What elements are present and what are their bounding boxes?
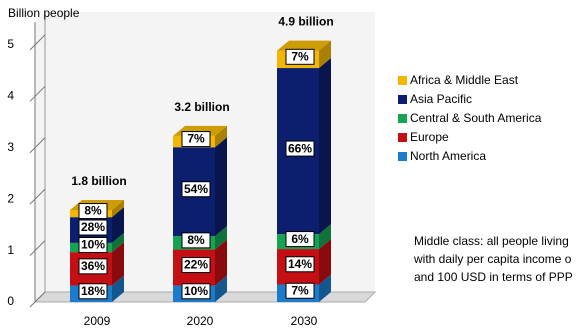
bar-top [277, 40, 331, 51]
bar-side [215, 125, 227, 148]
value-label-box [181, 232, 211, 249]
bar-side [112, 275, 124, 302]
value-label-box [285, 256, 315, 273]
value-label: 7% [187, 132, 205, 146]
value-label: 8% [187, 233, 205, 247]
bar-side [319, 58, 331, 235]
bar-side [215, 239, 227, 286]
value-label-box [78, 203, 108, 220]
value-label-box [285, 140, 315, 157]
legend-label: Central & South America [410, 111, 542, 125]
bar-side [319, 239, 331, 285]
value-label: 6% [291, 232, 309, 246]
x-tick-label: 2020 [187, 314, 214, 328]
bar-side [112, 199, 124, 218]
value-label: 18% [81, 284, 105, 298]
total-label: 1.8 billion [71, 174, 126, 188]
value-label: 36% [81, 259, 105, 273]
y-tick-label: 0 [7, 294, 14, 308]
value-label: 10% [184, 284, 208, 298]
value-label: 22% [184, 258, 208, 272]
tick-mark [29, 240, 46, 256]
legend-swatch [398, 114, 407, 123]
note-line: Middle class: all people living [414, 234, 569, 248]
value-label: 7% [291, 49, 309, 63]
value-label-box [78, 219, 108, 236]
value-label: 8% [84, 204, 102, 218]
y-tick-label: 4 [7, 88, 14, 102]
value-label-box [78, 236, 108, 253]
y-tick-label: 2 [7, 191, 14, 205]
bar-side [215, 137, 227, 237]
y-axis-label: Billion people [8, 6, 80, 20]
y-tick-label: 5 [7, 37, 14, 51]
legend-label: Asia Pacific [410, 92, 472, 106]
bar-side [319, 224, 331, 250]
value-label-box [285, 282, 315, 299]
note-line: and 100 USD in terms of PPP [414, 270, 573, 284]
value-label: 14% [288, 257, 312, 271]
x-tick-label: 2009 [84, 314, 111, 328]
bar-side [319, 40, 331, 69]
bar-side [319, 274, 331, 302]
legend-swatch [398, 133, 407, 142]
bar-side [215, 226, 227, 250]
bar-side [112, 242, 124, 286]
legend-swatch [398, 152, 407, 161]
bar-side [112, 207, 124, 243]
tick-mark [29, 137, 46, 154]
value-label-box [285, 231, 315, 248]
value-label: 10% [81, 238, 105, 252]
value-label-box [181, 283, 211, 300]
legend-swatch [398, 76, 407, 85]
bar-side [215, 275, 227, 302]
value-label-box [285, 48, 315, 65]
legend-label: Europe [410, 130, 449, 144]
value-label: 66% [288, 141, 312, 155]
legend-label: North America [410, 149, 486, 163]
x-tick-label: 2030 [291, 314, 318, 328]
value-label: 54% [184, 182, 208, 196]
value-label-box [78, 258, 108, 275]
tick-mark [29, 85, 46, 102]
legend-label: Africa & Middle East [410, 73, 519, 87]
value-label-box [181, 257, 211, 274]
value-label-box [181, 131, 211, 148]
total-label: 3.2 billion [174, 100, 229, 114]
tick-mark [29, 34, 46, 51]
tick-mark [29, 188, 46, 205]
y-tick-label: 3 [7, 140, 14, 154]
value-label: 28% [81, 220, 105, 234]
y-tick-label: 1 [7, 243, 14, 257]
total-label: 4.9 billion [278, 15, 333, 29]
value-label-box [78, 283, 108, 300]
tick-mark [29, 291, 46, 308]
note-line: with daily per capita income o [413, 252, 572, 266]
value-label-box [181, 181, 211, 198]
bar-side [112, 232, 124, 253]
legend-swatch [398, 95, 407, 104]
value-label: 7% [291, 283, 309, 297]
